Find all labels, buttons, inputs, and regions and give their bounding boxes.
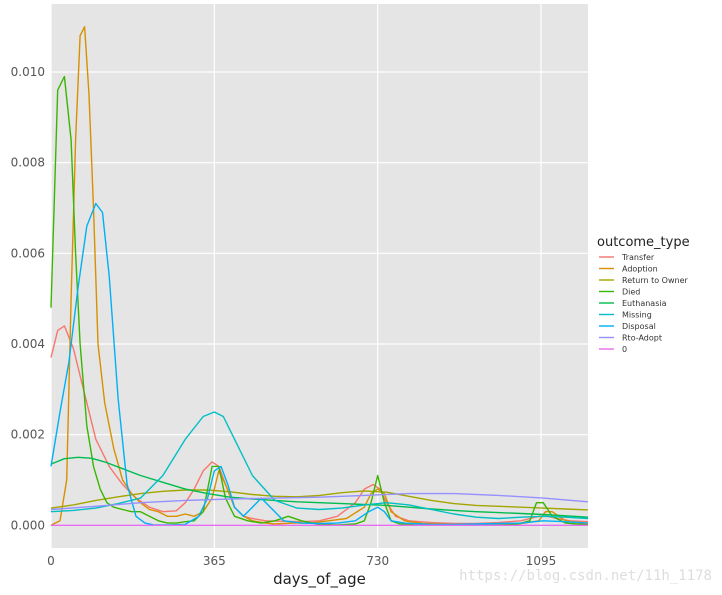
x-tick-label: 0	[47, 554, 55, 568]
series-line	[50, 492, 589, 511]
legend-item-label: Missing	[622, 311, 652, 320]
series-lines	[50, 26, 589, 526]
series-line	[50, 411, 589, 520]
plot-background	[51, 4, 588, 548]
x-tick-labels: 0 365 730 1095	[47, 554, 556, 568]
y-tick-label: 0.010	[11, 65, 45, 79]
legend-item-label: Return to Owner	[622, 276, 688, 285]
series-line	[50, 456, 589, 518]
watermark-text: https://blog.csdn.net/11h_1178	[459, 568, 712, 584]
y-tick-label: 0.000	[11, 518, 45, 532]
x-tick-label: 365	[203, 554, 226, 568]
series-line	[50, 202, 589, 526]
y-tick-labels: 0.000 0.002 0.004 0.006 0.008 0.010	[11, 65, 45, 532]
y-tick-label: 0.008	[11, 156, 45, 170]
x-axis-label: days_of_age	[273, 570, 366, 589]
y-tick-label: 0.004	[11, 337, 45, 351]
legend-item-label: Disposal	[622, 322, 656, 331]
series-line	[50, 489, 589, 511]
y-tick-label: 0.006	[11, 246, 45, 260]
legend-title: outcome_type	[597, 235, 690, 250]
legend-item-label: Euthanasia	[622, 299, 667, 308]
legend-item-label: Adoption	[622, 265, 658, 274]
legend: outcome_type Transfer Adoption Return to O…	[597, 235, 690, 354]
legend-item-label: Died	[622, 288, 640, 297]
legend-item-label: 0	[622, 345, 627, 354]
legend-item-label: Rto-Adopt	[622, 334, 662, 343]
y-tick-label: 0.002	[11, 428, 45, 442]
legend-item-label: Transfer	[621, 253, 655, 262]
x-tick-label: 1095	[526, 554, 557, 568]
x-tick-label: 730	[366, 554, 389, 568]
